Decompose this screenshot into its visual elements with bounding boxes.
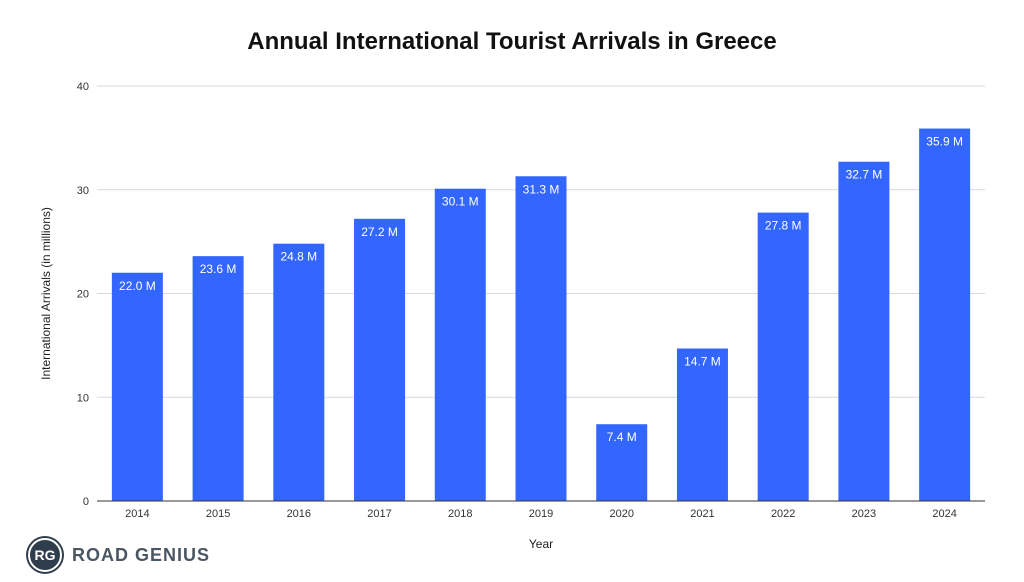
y-tick-label: 20 [77,289,89,301]
x-tick-label: 2021 [690,508,714,520]
y-tick-labels: 0 10 20 30 40 [77,81,89,508]
bar-2020 [596,424,648,501]
x-tick-label: 2023 [852,508,876,520]
bar-2015 [192,256,244,501]
bar-2021 [676,348,728,501]
data-label-2018: 30.1 M [442,195,479,209]
bar-2018 [434,188,486,501]
chart-title: Annual International Tourist Arrivals in… [247,28,777,55]
x-tick-label: 2019 [529,508,553,520]
bar-2014 [111,272,163,501]
data-label-2014: 22.0 M [119,279,156,293]
x-tick-labels: 2014 2015 2016 2017 2018 2019 2020 2021 2022 2023… [125,508,957,520]
data-label-2016: 24.8 M [280,250,317,264]
y-tick-label: 10 [77,392,89,404]
bars [111,128,971,502]
bar-2022 [757,212,809,501]
x-tick-label: 2014 [125,508,149,520]
y-tick-label: 40 [77,81,89,93]
x-tick-label: 2017 [367,508,391,520]
data-labels: 22.0 M 23.6 M 24.8 M 27.2 M 30.1 M 31.3 M 7.4 … [119,135,963,445]
road-genius-logo: RG ROAD GENIUS [28,538,211,572]
y-tick-label: 0 [83,496,89,508]
y-tick-label: 30 [77,185,89,197]
data-label-2021: 14.7 M [684,354,721,368]
x-tick-label: 2015 [206,508,230,520]
x-tick-label: 2022 [771,508,795,520]
x-axis-label: Year [529,537,553,551]
y-axis-label: International Arrivals (in millions) [39,207,53,380]
data-label-2019: 31.3 M [523,182,560,196]
logo-badge-icon: RG [28,538,62,572]
data-label-2023: 32.7 M [846,168,883,182]
data-label-2017: 27.2 M [361,225,398,239]
bar-2024 [919,128,971,501]
data-label-2020: 7.4 M [607,430,637,444]
logo-text: ROAD GENIUS [72,544,211,565]
bar-2016 [273,243,325,501]
x-tick-label: 2016 [287,508,311,520]
x-tick-label: 2024 [932,508,956,520]
bar-2017 [354,218,406,502]
data-label-2015: 23.6 M [200,262,237,276]
bar-2019 [515,176,567,501]
data-label-2022: 27.8 M [765,219,802,233]
bar-2023 [838,161,890,502]
data-label-2024: 35.9 M [926,135,963,149]
x-tick-label: 2018 [448,508,472,520]
x-tick-label: 2020 [609,508,633,520]
